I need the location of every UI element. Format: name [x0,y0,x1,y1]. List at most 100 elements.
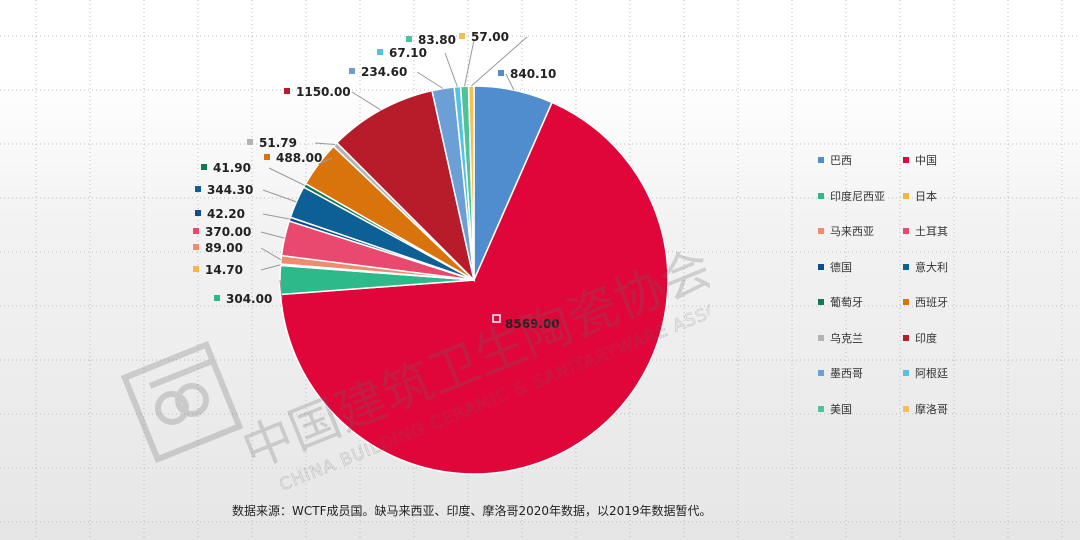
chart-legend: 巴西 中国印度尼西亚 日本马来西亚 土耳其德国 意大利葡萄牙 西班牙乌克兰 印度墨西哥 阿根廷… [818,152,988,417]
legend-label: 阿根廷 [915,367,948,380]
data-label-marker [193,244,199,250]
leader-line [464,39,475,87]
legend-label: 意大利 [915,260,948,274]
legend-label: 马来西亚 [830,225,874,238]
data-label-marker [349,68,355,74]
leader-line [260,231,285,239]
legend-swatch [903,334,909,341]
legend-label: 中国 [915,154,937,167]
legend-item: 印度 [903,330,988,346]
legend-swatch [903,157,909,163]
leader-line [262,189,297,203]
data-label: 8569.00 [505,317,560,331]
legend-item: 中国 [903,152,988,168]
data-label-marker [201,164,207,170]
data-label: 1150.00 [296,85,351,99]
data-label: 370.00 [205,225,251,239]
legend-swatch [818,263,824,270]
leader-line [351,91,381,111]
data-label: 344.30 [207,183,253,197]
leader-line [262,213,290,220]
legend-swatch [903,228,909,234]
pie-slice [279,101,669,475]
legend-item: 日本 [903,188,988,204]
leader-line [470,36,528,87]
legend-swatch [903,405,909,412]
legend-label: 乌克兰 [830,331,863,345]
legend-label: 美国 [830,402,852,416]
data-label-marker [193,266,199,272]
legend-swatch [903,263,909,270]
data-label: 304.00 [226,292,272,306]
data-label-marker [459,33,465,39]
legend-swatch [818,192,824,199]
data-label: 57.00 [471,30,509,44]
data-label-marker [264,154,270,160]
data-label: 488.00 [276,151,322,165]
pie-slice [467,85,475,281]
legend-item: 巴西 [818,152,903,168]
legend-label: 葡萄牙 [830,296,863,309]
legend-label: 西班牙 [915,296,948,309]
legend-item: 意大利 [903,259,988,275]
legend-swatch [818,405,824,412]
data-label: 42.20 [207,207,245,221]
data-label-marker [492,314,501,323]
data-label-marker [247,139,253,145]
legend-label: 巴西 [830,154,852,167]
leader-line [260,247,282,261]
data-label: 83.80 [418,33,456,47]
leader-line [279,279,283,300]
legend-item: 马来西亚 [818,223,903,239]
data-label: 840.10 [510,67,556,81]
legend-swatch [903,370,909,376]
legend-item: 印度尼西亚 [818,188,903,204]
legend-label: 印度 [915,331,937,345]
legend-swatch [903,192,909,199]
leader-line [314,142,336,146]
data-label-marker [195,186,201,192]
data-label-marker [284,88,290,94]
legend-item: 德国 [818,259,903,275]
data-label-marker [498,70,504,76]
leader-line [505,73,515,91]
leader-line [318,157,333,165]
data-label: 89.00 [205,241,243,255]
data-label: 14.70 [205,263,243,277]
leader-line [268,167,305,186]
legend-swatch [818,334,824,341]
legend-label: 印度尼西亚 [830,189,885,203]
legend-swatch [818,228,824,234]
data-label: 234.60 [361,65,407,79]
legend-swatch [903,299,909,305]
legend-item: 葡萄牙 [818,294,903,310]
data-label: 41.90 [213,161,251,175]
legend-swatch [818,370,824,376]
legend-item: 乌克兰 [818,330,903,346]
legend-label: 土耳其 [915,225,948,238]
leader-line [260,264,281,271]
pie-slice [335,89,476,283]
legend-item: 土耳其 [903,223,988,239]
legend-item: 墨西哥 [818,365,903,381]
source-note: 数据来源：WCTF成员国。缺马来西亚、印度、摩洛哥2020年数据，以2019年数… [232,504,712,518]
legend-item: 西班牙 [903,294,988,310]
data-label: 67.10 [389,46,427,60]
legend-label: 摩洛哥 [915,402,948,416]
data-label-marker [406,36,412,42]
data-label-marker [214,295,220,301]
data-label-marker [193,228,199,234]
legend-label: 日本 [915,189,937,203]
legend-swatch [818,299,824,305]
legend-label: 德国 [830,260,852,274]
legend-item: 阿根廷 [903,365,988,381]
legend-item: 美国 [818,401,903,417]
data-label: 51.79 [259,136,297,150]
legend-item: 摩洛哥 [903,401,988,417]
legend-swatch [818,157,824,163]
data-label-marker [195,210,201,216]
leader-line [416,71,444,89]
legend-label: 墨西哥 [830,367,863,380]
data-label-marker [377,49,383,55]
